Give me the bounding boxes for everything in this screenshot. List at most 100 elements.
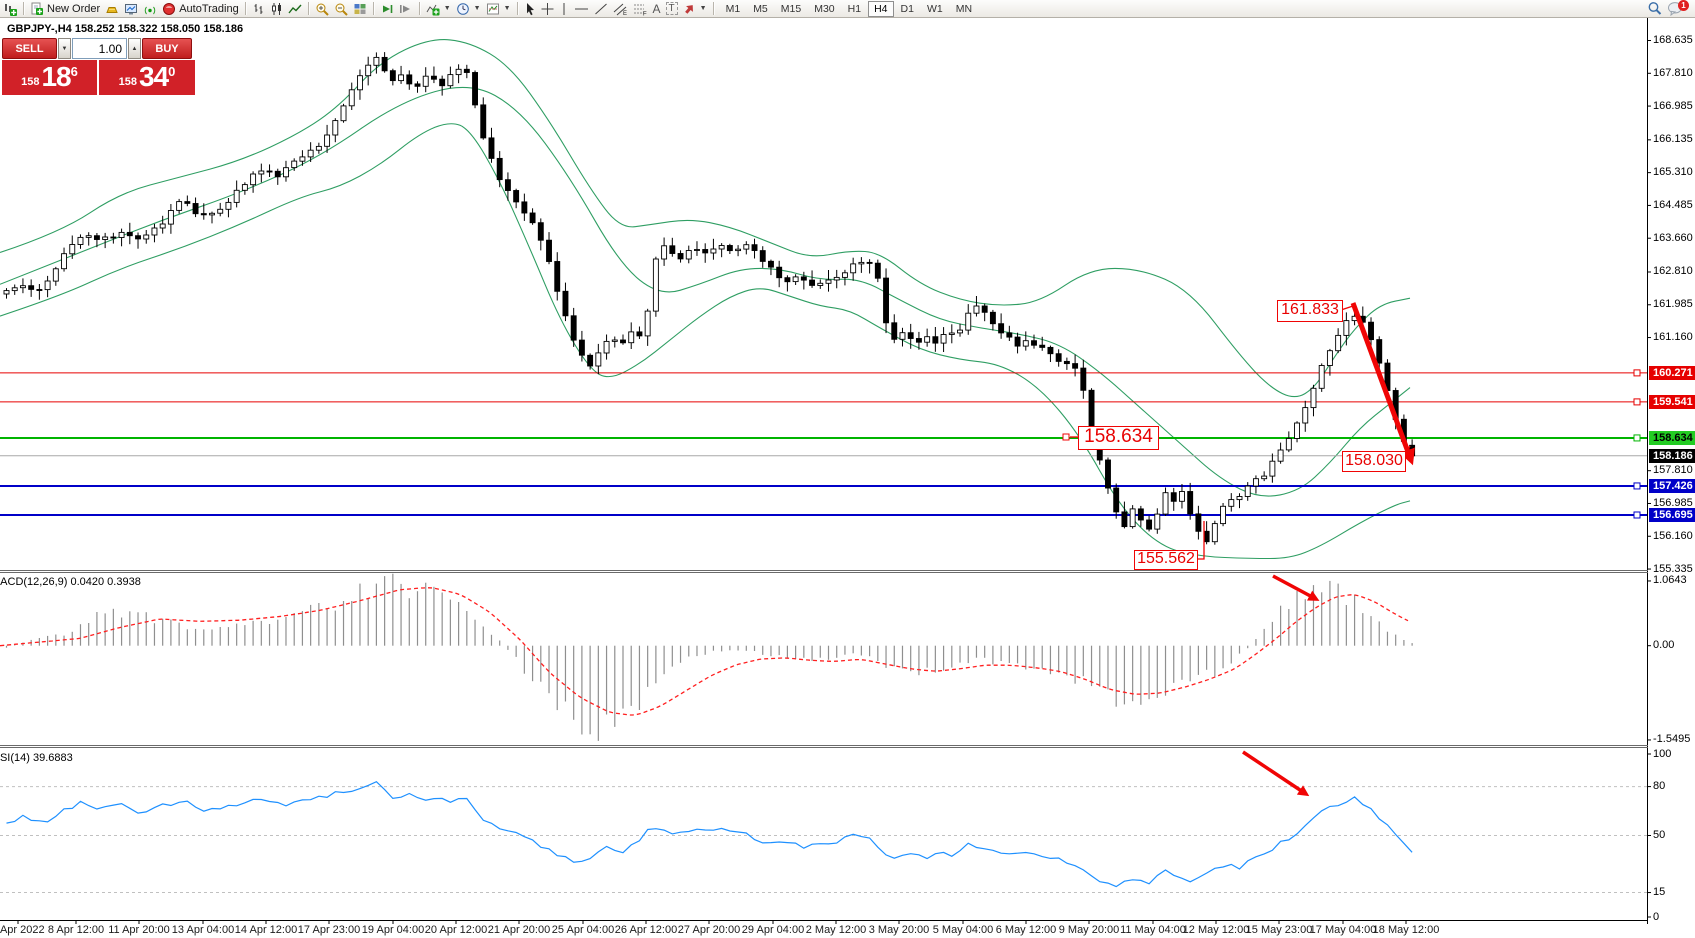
clock-icon (456, 2, 469, 15)
macd-scale-tick: 1.0643 (1653, 574, 1687, 587)
dropdown-caret-icon: ▼ (443, 5, 451, 12)
timeframe-M5[interactable]: M5 (753, 2, 768, 15)
level-price-label: 157.426 (1649, 478, 1695, 493)
arrows-tool-button[interactable]: ▼ (681, 1, 709, 17)
price-axis-tick: 162.810 (1653, 265, 1693, 278)
cursor-tool-button[interactable] (522, 1, 538, 17)
volume-input[interactable] (72, 38, 127, 59)
trendline-tool-button[interactable] (592, 1, 610, 17)
template-icon (486, 3, 499, 14)
price-axis-tick: 156.160 (1653, 529, 1693, 542)
price-axis-tick: 156.985 (1653, 496, 1693, 509)
rsi-scale-tick: 100 (1653, 747, 1672, 760)
volume-decrease-button[interactable]: ▼ (58, 38, 71, 59)
time-axis-label: 26 Apr 12:00 (614, 924, 678, 936)
bollinger-middle (0, 86, 1411, 497)
bollinger-lower (0, 123, 1411, 560)
trend-arrow-rsi[interactable] (1242, 750, 1310, 797)
toolbar-separator (516, 2, 518, 15)
tile-windows-icon (354, 3, 366, 14)
price-axis-tick: 166.135 (1653, 133, 1693, 146)
price-axis-tick: 163.660 (1653, 231, 1693, 244)
candlestick-mode-button[interactable] (268, 1, 285, 17)
label-t-icon: T (665, 2, 678, 15)
periods-menu-button[interactable]: ▼ (454, 1, 483, 17)
zoom-out-button[interactable] (332, 1, 350, 17)
bar-chart-mode-button[interactable] (250, 1, 267, 17)
macd-indicator-label: MACD(12,26,9) 0.0420 0.3938 (0, 576, 141, 588)
trendline-icon (594, 3, 607, 14)
new-chart-button[interactable] (2, 1, 19, 17)
templates-menu-button[interactable]: ▼ (484, 1, 513, 17)
signals-button[interactable] (141, 1, 159, 17)
chart-shift-button[interactable] (397, 1, 415, 17)
toolbar-separator (307, 2, 309, 15)
shapes-arrow-icon (684, 4, 693, 14)
tile-windows-button[interactable] (351, 1, 369, 17)
community-chat-button[interactable]: 1 (1665, 0, 1689, 17)
timeframe-M1[interactable]: M1 (725, 2, 741, 15)
channel-tool-button[interactable]: E (611, 1, 630, 17)
price-axis-tick: 167.810 (1653, 66, 1693, 79)
price-axis-tick: 161.985 (1653, 298, 1693, 311)
vertical-line-icon (563, 2, 565, 15)
new-order-button[interactable]: New Order (28, 1, 102, 17)
ohlc-bars-icon (254, 3, 263, 14)
search-button[interactable] (1645, 1, 1664, 17)
price-annotation: 158.634 (1078, 426, 1159, 450)
timeframe-M30[interactable]: M30 (814, 2, 835, 15)
trend-arrow-macd[interactable] (1272, 574, 1320, 601)
publish-button[interactable] (122, 1, 140, 17)
indicators-menu-button[interactable]: ▼ (424, 1, 453, 17)
toolbar-separator (712, 2, 714, 15)
timeframe-H4[interactable]: H4 (868, 0, 894, 17)
sell-price-display[interactable]: 158 18 6 (2, 60, 99, 95)
fibonacci-tool-button[interactable]: F (631, 1, 650, 17)
crosshair-icon (541, 2, 554, 15)
level-price-label: 160.271 (1649, 365, 1695, 380)
timeframe-D1[interactable]: D1 (900, 2, 914, 15)
buy-price-display[interactable]: 158 34 0 (99, 60, 195, 95)
time-axis-label: 29 Apr 04:00 (741, 924, 805, 936)
auto-scroll-button[interactable] (378, 1, 396, 17)
buy-price-sup: 0 (168, 64, 176, 79)
level-handle (1633, 482, 1641, 490)
buy-button[interactable]: BUY (142, 38, 192, 59)
rsi-scale-tick: 50 (1653, 829, 1666, 841)
zoom-in-icon (316, 3, 329, 16)
sell-button[interactable]: SELL (2, 38, 57, 59)
toolbar-separator (372, 2, 374, 15)
autotrading-button[interactable]: AutoTrading (160, 1, 241, 17)
horizontal-line-tool-button[interactable] (572, 1, 591, 17)
chart-frame (0, 18, 1651, 924)
bollinger-upper (0, 39, 1411, 398)
annotation-handle[interactable] (1062, 433, 1070, 441)
price-axis-tick: 164.485 (1653, 198, 1693, 211)
chart-ohlc-title: GBPJPY-,H4 158.252 158.322 158.050 158.1… (7, 23, 244, 35)
time-axis-label: 11 Apr 20:00 (108, 924, 170, 936)
text-label-tool-button[interactable]: T (664, 1, 680, 17)
market-watch-gold-button[interactable] (103, 1, 121, 17)
timeframe-MN[interactable]: MN (955, 2, 973, 15)
crosshair-tool-button[interactable] (539, 1, 556, 17)
dropdown-caret-icon: ▼ (699, 5, 707, 12)
volume-increase-button[interactable]: ▲ (128, 38, 141, 59)
one-click-trading-panel: SELL ▼ ▲ BUY 158 18 6 158 34 0 (2, 38, 196, 95)
trend-arrow-main[interactable] (1350, 302, 1415, 466)
zoom-in-button[interactable] (313, 1, 331, 17)
line-chart-icon (288, 4, 302, 13)
timeframe-H1[interactable]: H1 (847, 2, 862, 15)
line-chart-mode-button[interactable] (286, 1, 304, 17)
price-axis-tick: 166.985 (1653, 99, 1693, 112)
time-axis-label: 18 May 12:00 (1372, 924, 1440, 936)
price-axis-tick: 161.160 (1653, 331, 1693, 344)
level-lines[interactable] (0, 369, 1647, 519)
add-indicator-icon (426, 4, 440, 15)
timeframe-M15[interactable]: M15 (780, 2, 802, 15)
dropdown-caret-icon: ▼ (473, 5, 481, 12)
text-tool-button[interactable]: A (651, 1, 663, 17)
timeframe-W1[interactable]: W1 (926, 2, 943, 15)
vertical-line-tool-button[interactable] (557, 1, 571, 17)
time-axis-label: 17 Apr 23:00 (297, 924, 361, 936)
